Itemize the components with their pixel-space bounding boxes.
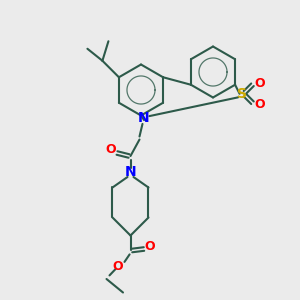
Text: N: N <box>125 166 136 179</box>
Text: O: O <box>254 98 265 111</box>
Text: O: O <box>112 260 123 274</box>
Text: S: S <box>237 87 247 101</box>
Text: N: N <box>138 112 150 125</box>
Text: O: O <box>106 143 116 157</box>
Text: O: O <box>145 240 155 254</box>
Text: O: O <box>254 77 265 90</box>
